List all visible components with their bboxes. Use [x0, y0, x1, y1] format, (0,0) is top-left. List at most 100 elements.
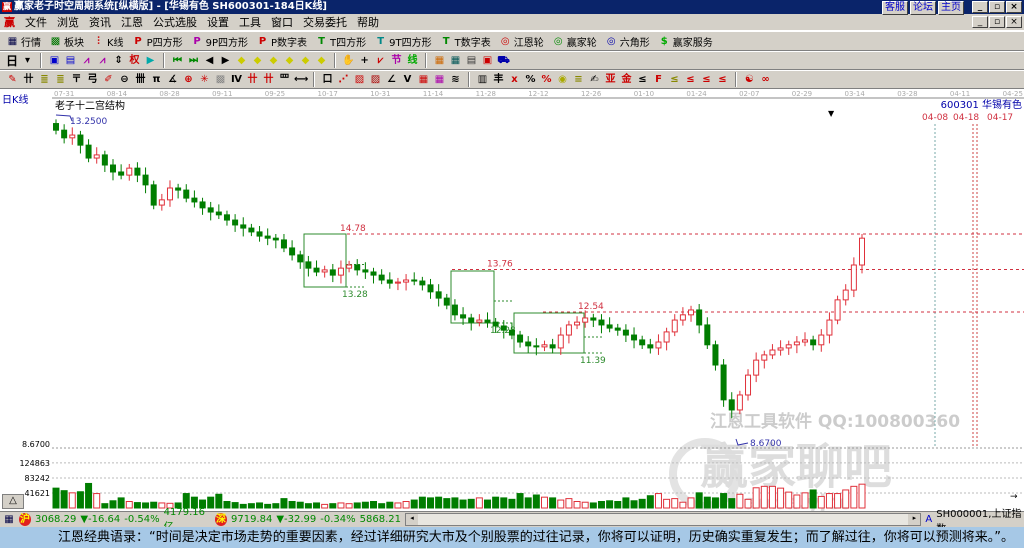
draw-icon[interactable]: ▣ — [49, 55, 60, 66]
weight-icon[interactable]: 权 — [129, 55, 140, 66]
expand-button[interactable]: △ — [2, 494, 24, 509]
fan-icon[interactable]: ⋰ — [338, 74, 349, 85]
menu-settings[interactable]: 设置 — [207, 16, 229, 29]
target-icon[interactable]: ⊕ — [184, 74, 193, 85]
toolbar-button-p9[interactable]: P 9P四方形 — [191, 34, 248, 49]
menu-help[interactable]: 帮助 — [357, 16, 379, 29]
menu-formula[interactable]: 公式选股 — [153, 16, 197, 29]
yinyang-icon[interactable]: ☯ — [745, 74, 754, 85]
square-icon[interactable]: ▦ — [418, 74, 429, 85]
square2-icon[interactable]: ▦ — [434, 74, 445, 85]
tool1-icon[interactable]: 丰 — [493, 74, 504, 85]
grid-icon[interactable]: 卌 — [135, 74, 146, 85]
vline-icon[interactable]: V — [403, 74, 412, 85]
diamond3-icon[interactable]: ◆ — [269, 55, 278, 66]
scroll-left-icon[interactable]: ◂ — [406, 514, 419, 525]
n2-icon[interactable]: π — [152, 74, 161, 85]
home-link[interactable]: 主页 — [938, 1, 964, 15]
tool3-icon[interactable]: 亚 — [605, 74, 616, 85]
candle-type-icon[interactable]: ⇕ — [114, 55, 123, 66]
first-icon[interactable]: ⏮ — [173, 55, 183, 66]
menu-trade[interactable]: 交易委托 — [303, 16, 347, 29]
period-select[interactable]: 日 — [6, 54, 19, 68]
date-icon[interactable]: ▦ — [434, 55, 445, 66]
gold-lines-icon[interactable]: ≡ — [574, 74, 583, 85]
ruler-icon[interactable]: 罒 — [279, 74, 290, 85]
scroll-right-icon[interactable]: ▸ — [908, 514, 921, 525]
right-icon[interactable]: ▶ — [221, 55, 230, 66]
gann-box-icon[interactable]: ▨ — [354, 74, 365, 85]
lines-icon[interactable]: ≋ — [451, 74, 460, 85]
toolbar-button-sector-blocks[interactable]: ▩ 板块 — [49, 34, 84, 49]
menu-file[interactable]: 文件 — [25, 16, 47, 29]
star-icon[interactable]: ✳ — [200, 74, 209, 85]
fork-icon[interactable]: 〒 — [71, 74, 82, 85]
circle-icon[interactable]: ⊖ — [120, 74, 129, 85]
wave-icon[interactable]: Ⅳ — [231, 74, 242, 85]
angle2-icon[interactable]: ∠ — [387, 74, 396, 85]
menu-tools[interactable]: 工具 — [239, 16, 261, 29]
left-icon[interactable]: ◀ — [205, 55, 214, 66]
diamond4-icon[interactable]: ◆ — [285, 55, 294, 66]
tool7-icon[interactable]: ≤ — [670, 74, 679, 85]
menu-window[interactable]: 窗口 — [271, 16, 293, 29]
box-icon[interactable]: ▩ — [215, 74, 226, 85]
menu-browse[interactable]: 浏览 — [57, 16, 79, 29]
parallel-icon[interactable]: 卄 — [23, 74, 34, 85]
toolbar-button-pn[interactable]: P P数字表 — [256, 34, 307, 49]
save-icon[interactable]: ▣ — [482, 55, 493, 66]
restore-button[interactable]: ▫ — [989, 1, 1005, 13]
tool2-icon[interactable]: ⅹ — [511, 74, 518, 85]
child-close-button[interactable]: × — [1006, 16, 1022, 28]
tool8-icon[interactable]: ≤ — [686, 74, 695, 85]
stats-icon[interactable]: ▥ — [477, 74, 488, 85]
angle-icon[interactable]: ∡ — [168, 74, 177, 85]
toolbar-button-dollar[interactable]: $ 赢家服务 — [658, 34, 713, 49]
forum-link[interactable]: 论坛 — [910, 1, 936, 15]
chart-type-icon[interactable]: ▾ — [25, 55, 31, 66]
tool6-icon[interactable]: F — [655, 74, 662, 85]
horizontal-scrollbar[interactable]: ◂ ▸ — [405, 513, 922, 526]
toolbar-button-ps[interactable]: P P四方形 — [132, 34, 182, 49]
arc-icon[interactable]: 弓 — [87, 74, 98, 85]
indicator1-icon[interactable]: ⩘ — [83, 55, 90, 66]
sector2-icon[interactable]: 卄 — [263, 74, 274, 85]
toolbar-button-tn[interactable]: T T数字表 — [440, 34, 491, 49]
sector1-icon[interactable]: 卄 — [247, 74, 258, 85]
toolbar-button-kline[interactable]: ⫶ K线 — [92, 34, 123, 49]
diamond5-icon[interactable]: ◆ — [301, 55, 310, 66]
calculator-icon[interactable]: ▦ — [450, 55, 461, 66]
pencil2-icon[interactable]: ✍ — [590, 74, 599, 85]
hand-icon[interactable]: ✋ — [342, 55, 355, 66]
truck-icon[interactable]: ⛟ — [497, 55, 510, 66]
percent-icon[interactable]: % — [525, 74, 536, 85]
last-icon[interactable]: ⏭ — [189, 55, 199, 66]
minimize-button[interactable]: _ — [972, 1, 988, 13]
line-icon[interactable]: ⩗ — [377, 55, 384, 66]
note-icon[interactable]: ▤ — [466, 55, 477, 66]
golden1-icon[interactable]: ≣ — [40, 74, 49, 85]
toolbar-button-winner-wheel[interactable]: ◎ 赢家轮 — [552, 34, 597, 49]
festival-icon[interactable]: 节 — [391, 55, 402, 66]
diamond2-icon[interactable]: ◆ — [253, 55, 262, 66]
percent2-icon[interactable]: % — [541, 74, 552, 85]
span-icon[interactable]: ⟷ — [294, 74, 309, 85]
gold-coin-icon[interactable]: ◉ — [558, 74, 567, 85]
kline-chart[interactable]: 日K线 07-31 08-14 08-28 09-11 09-25 10-17 10-31 11… — [0, 89, 1024, 514]
tool9-icon[interactable]: ≤ — [702, 74, 711, 85]
indicator2-icon[interactable]: ⩘ — [99, 55, 106, 66]
gann-grid-icon[interactable]: ▨ — [370, 74, 381, 85]
pen-icon[interactable]: ✎ — [8, 74, 17, 85]
service-link[interactable]: 客服 — [882, 1, 908, 15]
crosshair-icon[interactable]: + — [360, 55, 369, 66]
brush-icon[interactable]: ✐ — [104, 74, 113, 85]
golden2-icon[interactable]: ≣ — [56, 74, 65, 85]
menu-info[interactable]: 资讯 — [89, 16, 111, 29]
toolbar-button-quote-grid[interactable]: ▦ 行情 — [6, 34, 41, 49]
tool10-icon[interactable]: ≤ — [718, 74, 727, 85]
infinity-icon[interactable]: ∞ — [761, 74, 770, 85]
toolbar-button-gann-wheel[interactable]: ◎ 江恩轮 — [499, 34, 544, 49]
diamond1-icon[interactable]: ◆ — [237, 55, 246, 66]
flag-icon[interactable]: ▶ — [146, 55, 155, 66]
close-button[interactable]: × — [1006, 1, 1022, 13]
